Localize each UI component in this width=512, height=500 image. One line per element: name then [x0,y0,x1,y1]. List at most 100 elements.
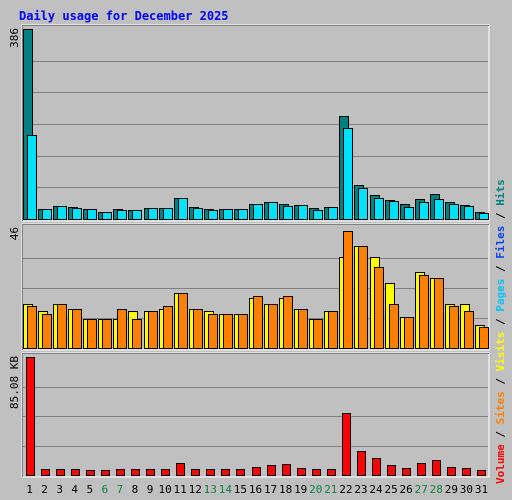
bar-files-day-7 [117,210,127,220]
bar-volume-day-19 [297,468,306,476]
bar-sites-day-8 [132,319,142,349]
bar-files-day-10 [163,208,173,220]
x-tick-label: 31 [475,483,488,496]
bar-volume-day-2 [41,469,50,476]
panel-volume: 85.08 KB [8,352,490,478]
legend-part: Pages [494,279,507,312]
legend-part: Volume [494,444,507,484]
bar-files-day-30 [464,206,474,220]
bar-sites-day-21 [328,311,338,349]
bar-volume-day-28 [432,460,441,476]
bar-files-day-19 [298,205,308,220]
bar-files-day-18 [283,206,293,220]
bar-volume-day-18 [282,464,291,476]
legend-part: Files [494,226,507,259]
bar-files-day-2 [42,209,52,220]
bar-volume-day-21 [327,469,336,476]
bar-files-day-6 [102,212,112,220]
bar-volume-day-4 [71,469,80,476]
x-tick-label: 8 [132,483,139,496]
bar-volume-day-12 [191,469,200,476]
bar-sites-day-16 [253,296,263,349]
bar-files-day-12 [193,208,203,220]
bar-volume-day-13 [206,469,215,476]
bar-sites-day-17 [268,304,278,349]
x-tick-label: 24 [369,483,383,496]
bar-volume-day-31 [477,470,486,476]
bar-sites-day-15 [238,314,248,349]
chart-panels: 386 46 85.08 KB [8,24,490,478]
x-tick-label: 30 [460,483,473,496]
bar-sites-day-28 [434,278,444,349]
x-tick-label: 15 [234,483,247,496]
bar-volume-day-6 [101,470,110,476]
x-tick-label: 19 [294,483,307,496]
x-tick-label: 25 [384,483,397,496]
bar-volume-day-14 [221,469,230,476]
bar-sites-day-2 [42,314,52,349]
bar-volume-day-3 [56,469,65,476]
x-tick-label: 21 [324,483,337,496]
bar-sites-day-27 [419,275,429,349]
x-tick-label: 2 [41,483,48,496]
bar-sites-day-5 [87,319,97,349]
x-tick-label: 17 [264,483,277,496]
bar-files-day-16 [253,204,263,220]
panel-frame [21,24,490,222]
x-tick-label: 13 [204,483,217,496]
bar-sites-day-30 [464,311,474,349]
x-tick-label: 18 [279,483,292,496]
bar-files-day-9 [148,208,158,220]
bar-sites-day-4 [72,309,82,349]
x-tick-label: 9 [147,483,154,496]
legend-part: / [494,424,507,444]
panel-max-label: 85.08 KB [8,356,21,409]
bar-files-day-4 [72,208,82,220]
bar-sites-day-31 [479,327,489,349]
bar-sites-day-7 [117,309,127,349]
x-tick-label: 12 [189,483,202,496]
bar-volume-day-23 [357,451,366,476]
bar-sites-day-24 [374,267,384,349]
x-tick-label: 23 [354,483,367,496]
x-tick-label: 11 [174,483,187,496]
bar-files-day-1 [27,135,37,220]
bar-files-day-27 [419,202,429,220]
x-tick-label: 22 [339,483,352,496]
bar-files-day-13 [208,210,218,220]
bar-sites-day-3 [57,304,67,349]
bar-volume-day-8 [131,469,140,476]
bar-files-day-20 [313,210,323,220]
bar-sites-day-29 [449,306,459,349]
bar-volume-day-9 [146,469,155,476]
bar-files-day-15 [238,209,248,220]
bar-volume-day-16 [252,467,261,476]
x-tick-label: 1 [26,483,33,496]
x-tick-label: 6 [102,483,109,496]
bar-files-day-28 [434,199,444,220]
bar-volume-day-27 [417,463,426,476]
bar-volume-day-10 [161,469,170,476]
bar-sites-day-26 [404,317,414,349]
x-tick-label: 29 [445,483,458,496]
bar-sites-day-20 [313,319,323,349]
panel-max-label: 46 [8,227,21,240]
panel-hits-files: 386 [8,24,490,222]
bar-files-day-14 [223,209,233,220]
bar-sites-day-6 [102,319,112,349]
bar-sites-day-23 [358,246,368,349]
bar-sites-day-10 [163,306,173,349]
bar-files-day-29 [449,204,459,220]
bar-files-day-26 [404,207,414,220]
x-tick-label: 26 [400,483,413,496]
bar-sites-day-14 [223,314,233,349]
bar-sites-day-1 [27,306,37,349]
legend-part: / [494,371,507,391]
bar-volume-day-30 [462,468,471,476]
bar-volume-day-15 [236,469,245,476]
bar-volume-day-24 [372,458,381,476]
bar-volume-day-11 [176,463,185,476]
bar-files-day-22 [343,128,353,220]
bar-sites-day-9 [148,311,158,349]
x-tick-label: 20 [309,483,322,496]
